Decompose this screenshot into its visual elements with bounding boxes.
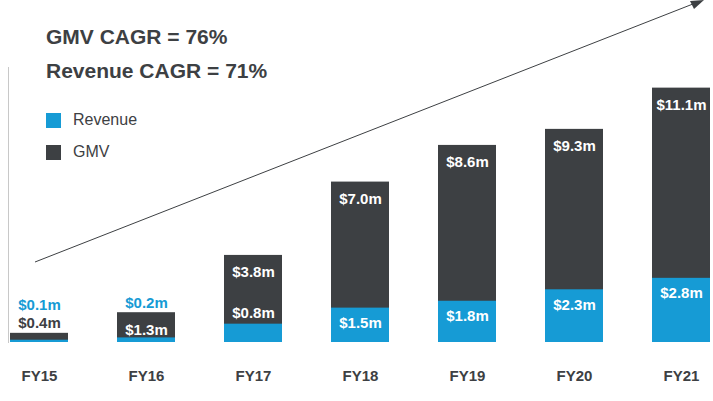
- svg-text:$0.2m: $0.2m: [125, 294, 168, 311]
- svg-text:$1.5m: $1.5m: [339, 314, 382, 331]
- svg-text:$7.0m: $7.0m: [339, 190, 382, 207]
- svg-text:$0.1m: $0.1m: [18, 296, 61, 313]
- svg-text:$9.3m: $9.3m: [553, 137, 596, 154]
- svg-text:FY19: FY19: [450, 367, 486, 384]
- html-text:Revenue CAGR = 71%: Revenue CAGR = 71%: [46, 59, 268, 82]
- svg-text:$3.8m: $3.8m: [232, 263, 275, 280]
- svg-text:$0.4m: $0.4m: [18, 314, 61, 331]
- svg-text:$0.8m: $0.8m: [232, 304, 275, 321]
- html-text:GMV: GMV: [73, 143, 110, 160]
- svg-text:FY20: FY20: [557, 367, 593, 384]
- svg-text:$1.3m: $1.3m: [125, 321, 168, 338]
- svg-text:$8.6m: $8.6m: [446, 153, 489, 170]
- html-text:Revenue: Revenue: [73, 111, 137, 128]
- svg-text:FY21: FY21: [664, 367, 700, 384]
- svg-text:$2.8m: $2.8m: [660, 284, 703, 301]
- svg-text:FY16: FY16: [129, 367, 165, 384]
- svg-text:FY17: FY17: [236, 367, 272, 384]
- svg-text:$2.3m: $2.3m: [553, 296, 596, 313]
- svg-text:FY18: FY18: [343, 367, 379, 384]
- svg-text:$11.1m: $11.1m: [656, 96, 706, 113]
- html-text:GMV CAGR = 76%: GMV CAGR = 76%: [46, 25, 228, 48]
- svg-text:$1.8m: $1.8m: [446, 307, 489, 324]
- svg-text:FY15: FY15: [22, 367, 58, 384]
